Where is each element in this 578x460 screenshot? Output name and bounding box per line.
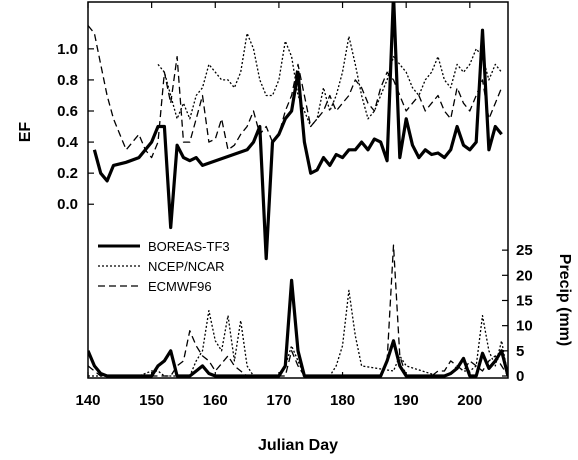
ef-tick-label: 1.0: [57, 41, 78, 58]
series-boreas-tf3-precip: [88, 278, 508, 378]
ef-tick-label: 0.4: [57, 134, 79, 151]
precip-axis-ticks: 0 5 10 15 20 25: [502, 242, 533, 385]
precip-axis-label: Precip (mm): [556, 254, 573, 346]
x-axis-label: Julian Day: [258, 437, 338, 454]
ef-tick-label: 0.0: [57, 196, 78, 213]
precip-tick-label: 15: [516, 292, 533, 309]
precip-tick-label: 5: [516, 343, 524, 360]
legend-label-ecmwf96: ECMWF96: [148, 279, 212, 294]
series-ecmwf96-precip: [88, 244, 508, 377]
legend-label-ncep-ncar: NCEP/NCAR: [148, 259, 225, 274]
ef-axis-ticks: 0.0 0.2 0.4 0.6 0.8 1.0: [57, 41, 94, 213]
legend: BOREAS-TF3 NCEP/NCAR ECMWF96: [98, 239, 230, 294]
series-ncep-ncar-ef: [157, 32, 503, 128]
series-layer: [88, 2, 508, 378]
series-ncep-ncar-precip: [88, 289, 508, 377]
x-tick-label: 140: [75, 392, 100, 409]
legend-label-boreas-tf3: BOREAS-TF3: [148, 239, 230, 254]
x-tick-label: 170: [266, 392, 291, 409]
precip-tick-label: 10: [516, 318, 533, 335]
precip-tick-label: 20: [516, 267, 533, 284]
x-axis-ticks: 140 150 160 170 180 190 200: [75, 2, 482, 409]
x-tick-label: 190: [394, 392, 419, 409]
x-tick-label: 160: [203, 392, 228, 409]
plot-frame: [87, 1, 509, 379]
ef-tick-label: 0.6: [57, 103, 78, 120]
x-tick-label: 150: [139, 392, 164, 409]
x-tick-label: 180: [330, 392, 355, 409]
ef-tick-label: 0.2: [57, 165, 78, 182]
ef-tick-label: 0.8: [57, 72, 78, 89]
series-boreas-tf3-ef: [92, 2, 503, 261]
series-ecmwf96-ef: [88, 25, 503, 159]
ef-axis-label: EF: [17, 122, 34, 143]
x-tick-label: 200: [457, 392, 482, 409]
precip-tick-label: 0: [516, 368, 524, 385]
precip-tick-label: 25: [516, 242, 533, 259]
